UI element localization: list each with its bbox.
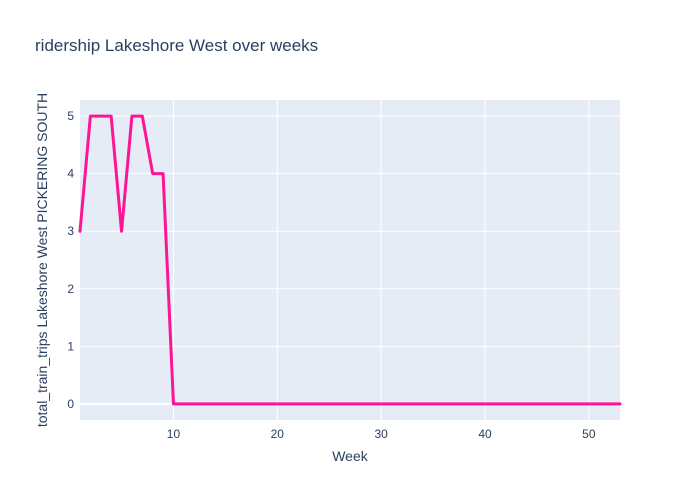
x-tick-label: 20 — [271, 427, 285, 441]
x-tick-label: 50 — [582, 427, 596, 441]
x-tick-label: 10 — [167, 427, 181, 441]
x-tick-label: 30 — [374, 427, 388, 441]
y-tick-label: 3 — [67, 224, 74, 238]
series-line — [78, 114, 622, 406]
x-tick-label: 40 — [478, 427, 492, 441]
plot-area — [78, 100, 622, 420]
plot-background — [80, 100, 620, 420]
series-layer — [78, 114, 622, 406]
y-tick-label: 4 — [67, 167, 74, 181]
y-tick-label: 0 — [67, 397, 74, 411]
y-axis-title: total_train_trips Lakeshore West PICKERI… — [34, 93, 50, 427]
x-gridlines — [172, 100, 590, 420]
x-axis-title: Week — [332, 448, 369, 464]
y-tick-label: 5 — [67, 109, 74, 123]
y-tick-label: 1 — [67, 339, 74, 353]
y-tick-label: 2 — [67, 282, 74, 296]
y-axis-ticks: 0 1 2 3 4 5 — [67, 109, 74, 411]
chart-title: ridership Lakeshore West over weeks — [35, 36, 318, 55]
x-axis-ticks: 10 20 30 40 50 — [167, 427, 596, 441]
